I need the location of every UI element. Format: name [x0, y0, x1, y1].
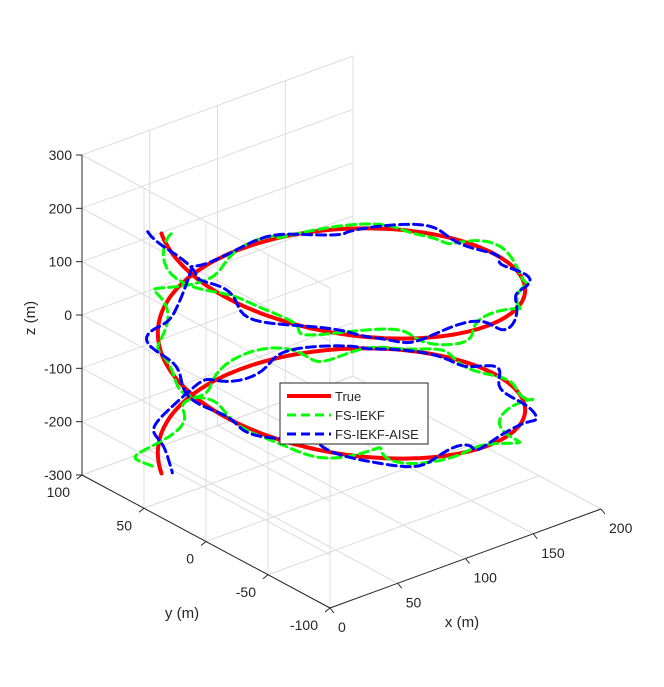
- y-tick-label: 100: [47, 484, 71, 500]
- y-tick-mark: [324, 607, 331, 613]
- x-tick-label: 100: [474, 570, 498, 586]
- z-axis-label: z (m): [22, 301, 39, 335]
- x-tick-mark: [532, 533, 538, 540]
- y-tick-mark: [262, 574, 269, 580]
- legend-label-true: True: [335, 389, 361, 404]
- x-tick-mark: [465, 558, 470, 564]
- z-tick-label: -300: [44, 467, 72, 483]
- z-tick-label: -100: [44, 360, 72, 376]
- x-tick-label: 200: [609, 520, 633, 536]
- x-tick-mark: [600, 508, 606, 515]
- x-axis-label: x (m): [445, 614, 479, 631]
- z-tick-label: 200: [49, 200, 73, 216]
- y-tick-label: -50: [236, 584, 256, 600]
- x-tick-label: 150: [541, 545, 565, 561]
- y-tick-mark: [138, 507, 145, 513]
- z-tick-label: 300: [49, 147, 73, 163]
- x-tick-mark: [329, 607, 335, 614]
- series-line-fs-iekf-aise: [145, 222, 538, 475]
- z-tick-label: 100: [49, 254, 73, 270]
- y-axis-label: y (m): [165, 605, 199, 622]
- x-tick-label: 50: [406, 594, 422, 610]
- y-tick-mark: [76, 474, 83, 480]
- ticks: 050100150200-100-50050100-300-200-100010…: [44, 147, 633, 635]
- y-tick-label: 50: [116, 517, 132, 533]
- x-tick-mark: [397, 582, 403, 589]
- legend-label-fs-iekf: FS-IEKF: [335, 408, 385, 423]
- y-tick-label: 0: [186, 551, 194, 567]
- legend: True FS-IEKF FS-IEKF-AISE: [279, 382, 429, 445]
- y-tick-label: -100: [290, 617, 318, 633]
- y-tick-mark: [200, 541, 207, 546]
- series-group: [133, 222, 538, 476]
- x-tick-label: 0: [338, 619, 346, 635]
- legend-label-fs-iekf-aise: FS-IEKF-AISE: [335, 427, 419, 442]
- z-tick-label: -200: [44, 414, 72, 430]
- grid-line: [267, 475, 540, 576]
- axes: [81, 155, 602, 609]
- z-tick-label: 0: [64, 307, 72, 323]
